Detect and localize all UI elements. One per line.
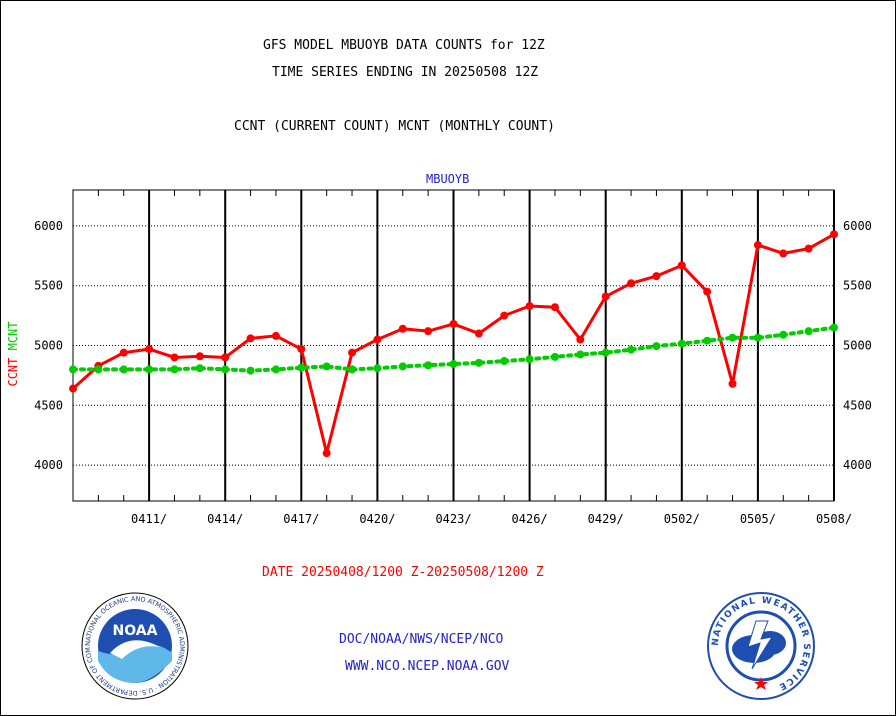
data-point-ccnt xyxy=(500,311,509,320)
x-tick-label: 0417/ xyxy=(283,512,319,526)
data-point-ccnt xyxy=(652,272,661,281)
data-point-ccnt xyxy=(348,348,357,357)
data-point-mcnt xyxy=(804,327,813,336)
data-point-mcnt xyxy=(576,350,585,359)
data-point-mcnt xyxy=(500,357,509,366)
data-point-ccnt xyxy=(322,449,331,458)
data-point-mcnt xyxy=(373,364,382,373)
y-tick-label-left: 4000 xyxy=(34,458,63,472)
x-tick-label: 0411/ xyxy=(131,512,167,526)
data-point-mcnt xyxy=(652,342,661,351)
y-tick-label-right: 4000 xyxy=(843,458,872,472)
nws-logo: NATIONAL WEATHER SERVICE xyxy=(707,592,815,700)
data-point-ccnt xyxy=(221,353,230,362)
data-point-ccnt xyxy=(271,331,280,340)
data-point-mcnt xyxy=(145,365,154,374)
data-point-mcnt xyxy=(728,333,737,342)
data-point-mcnt xyxy=(322,362,331,371)
data-point-ccnt xyxy=(69,384,77,393)
data-point-ccnt xyxy=(550,303,559,312)
data-point-ccnt xyxy=(804,244,813,253)
data-point-ccnt xyxy=(753,241,762,250)
data-point-mcnt xyxy=(525,355,534,364)
data-point-ccnt xyxy=(424,327,433,336)
x-tick-label: 0429/ xyxy=(588,512,624,526)
data-point-ccnt xyxy=(449,319,458,328)
y-tick-label-right: 6000 xyxy=(843,219,872,233)
noaa-logo: NATIONAL OCEANIC AND ATMOSPHERIC ADMINIS… xyxy=(80,591,189,700)
website-link[interactable]: WWW.NCO.NCEP.NOAA.GOV xyxy=(345,659,510,674)
data-point-mcnt xyxy=(170,365,179,374)
data-point-mcnt xyxy=(246,366,255,375)
data-point-mcnt xyxy=(474,358,483,367)
x-tick-label: 0414/ xyxy=(207,512,243,526)
data-point-mcnt xyxy=(753,333,762,342)
data-point-ccnt xyxy=(576,335,585,344)
data-point-mcnt xyxy=(195,364,204,373)
chart-title-line1: GFS MODEL MBUOYB DATA COUNTS for 12Z xyxy=(263,38,545,53)
data-point-ccnt xyxy=(474,329,483,338)
y-tick-label-right: 4500 xyxy=(843,398,872,412)
org-path-link[interactable]: DOC/NOAA/NWS/NCEP/NCO xyxy=(339,632,504,647)
y-tick-label-left: 5000 xyxy=(34,339,63,353)
data-point-mcnt xyxy=(69,365,77,374)
data-point-ccnt xyxy=(398,324,407,333)
data-point-ccnt xyxy=(627,279,636,288)
data-point-ccnt xyxy=(601,292,610,301)
data-point-mcnt xyxy=(449,360,458,369)
data-point-ccnt xyxy=(728,379,737,388)
data-point-ccnt xyxy=(525,302,534,311)
data-point-ccnt xyxy=(677,261,686,270)
data-point-mcnt xyxy=(271,365,280,374)
data-point-mcnt xyxy=(119,365,128,374)
data-point-mcnt xyxy=(550,352,559,361)
data-point-mcnt xyxy=(830,323,838,332)
date-range-caption: DATE 20250408/1200 Z-20250508/1200 Z xyxy=(262,565,544,580)
data-point-ccnt xyxy=(145,345,154,354)
data-point-mcnt xyxy=(297,363,306,372)
chart-title-line2: TIME SERIES ENDING IN 20250508 12Z xyxy=(272,65,539,80)
noaa-logo-text: NOAA xyxy=(113,623,158,639)
data-point-mcnt xyxy=(779,330,788,339)
y-tick-label-right: 5000 xyxy=(843,339,872,353)
y-tick-label-left: 6000 xyxy=(34,219,63,233)
data-point-ccnt xyxy=(830,230,838,239)
x-tick-label: 0426/ xyxy=(512,512,548,526)
data-point-mcnt xyxy=(221,365,230,374)
x-tick-label: 0508/ xyxy=(816,512,852,526)
y-tick-label-right: 5500 xyxy=(843,279,872,293)
data-point-ccnt xyxy=(373,335,382,344)
data-point-mcnt xyxy=(627,345,636,354)
data-point-mcnt xyxy=(601,348,610,357)
data-point-mcnt xyxy=(348,365,357,374)
data-point-ccnt xyxy=(119,348,128,357)
x-tick-label: 0505/ xyxy=(740,512,776,526)
data-point-ccnt xyxy=(297,345,306,354)
data-point-ccnt xyxy=(246,334,255,343)
plot-series-label: MBUOYB xyxy=(426,172,470,186)
x-tick-label: 0423/ xyxy=(435,512,471,526)
data-point-ccnt xyxy=(703,287,712,296)
y-tick-label-left: 5500 xyxy=(34,279,63,293)
chart-subtitle: CCNT (CURRENT COUNT) MCNT (MONTHLY COUNT… xyxy=(234,119,555,134)
data-point-ccnt xyxy=(170,353,179,362)
data-point-mcnt xyxy=(677,339,686,348)
data-point-mcnt xyxy=(703,336,712,345)
data-point-mcnt xyxy=(94,365,103,374)
y-tick-label-left: 4500 xyxy=(34,398,63,412)
data-point-mcnt xyxy=(424,361,433,370)
x-tick-label: 0502/ xyxy=(664,512,700,526)
data-point-ccnt xyxy=(195,352,204,361)
data-point-mcnt xyxy=(398,362,407,371)
data-point-ccnt xyxy=(779,249,788,258)
x-tick-label: 0420/ xyxy=(359,512,395,526)
